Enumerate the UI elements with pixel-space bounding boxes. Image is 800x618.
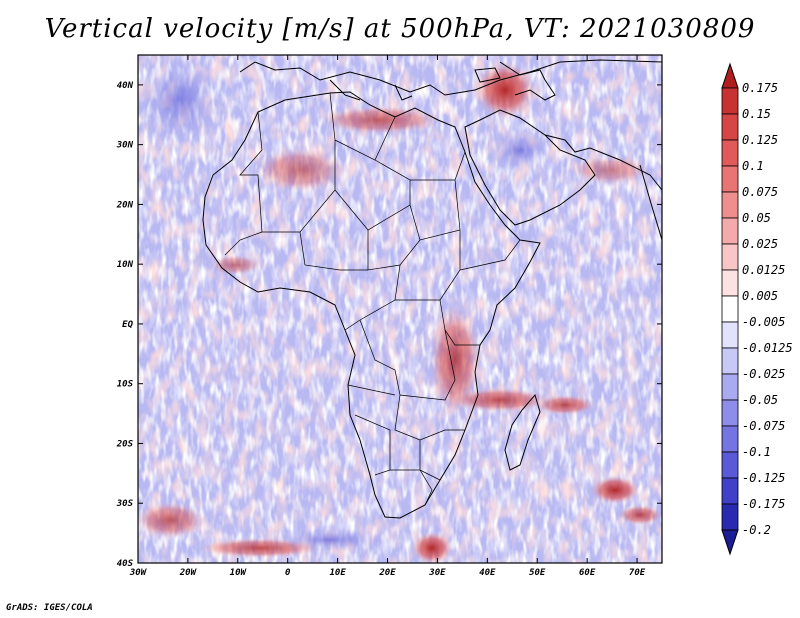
lon-tick-label: 0: [285, 568, 291, 578]
lat-tick-label: 10S: [117, 380, 134, 390]
colorbar-swatch: [722, 218, 738, 244]
colorbar-label: -0.1: [742, 445, 771, 459]
colorbar-swatch: [722, 400, 738, 426]
colorbar-swatch: [722, 114, 738, 140]
colorbar-label: 0.075: [742, 185, 778, 199]
colorbar-swatch: [722, 296, 738, 322]
lon-tick-label: 20E: [378, 568, 396, 578]
colorbar-swatch: [722, 140, 738, 166]
colorbar-label: -0.2: [742, 523, 771, 537]
colorbar-label: 0.0125: [742, 263, 785, 277]
colorbar-label: 0.025: [742, 237, 778, 251]
lon-tick-label: 50E: [529, 568, 546, 578]
lat-tick-label: 20N: [116, 200, 134, 210]
colorbar-label: 0.175: [742, 81, 778, 95]
colorbar-label: 0.005: [742, 289, 778, 303]
lon-tick-label: 20W: [179, 568, 198, 578]
lat-tick-label: 30N: [116, 141, 134, 151]
colorbar-swatch: [722, 244, 738, 270]
colorbar-label: -0.005: [742, 315, 785, 329]
colorbar-label: 0.05: [742, 211, 771, 225]
colorbar-label: 0.1: [742, 159, 764, 173]
lat-tick-label: EQ: [122, 320, 133, 330]
colorbar-swatch: [722, 166, 738, 192]
colorbar: 0.175 0.15 0.125 0.1 0.075 0.05 0.025 0.0125 0.0…: [722, 64, 793, 554]
lon-tick-label: 30W: [129, 568, 148, 578]
colorbar-swatch: [722, 192, 738, 218]
velocity-field: [135, 55, 662, 564]
lon-tick-label: 40E: [479, 568, 496, 578]
colorbar-label: -0.125: [742, 471, 785, 485]
lon-tick-label: 10W: [230, 568, 248, 578]
colorbar-top-arrow: [722, 64, 738, 88]
colorbar-label: -0.175: [742, 497, 785, 511]
colorbar-swatch: [722, 452, 738, 478]
colorbar-swatch: [722, 322, 738, 348]
lon-tick-label: 10E: [329, 568, 346, 578]
colorbar-label: -0.025: [742, 367, 785, 381]
colorbar-label: 0.15: [742, 107, 771, 121]
colorbar-swatch: [722, 478, 738, 504]
colorbar-swatch: [722, 426, 738, 452]
lat-tick-label: 40N: [117, 81, 134, 91]
colorbar-swatch: [722, 348, 738, 374]
lat-tick-label: 20S: [116, 439, 134, 449]
lon-tick-label: 30E: [428, 568, 446, 578]
colorbar-swatch: [722, 270, 738, 296]
lat-tick-label: 10N: [117, 260, 134, 270]
colorbar-label: -0.0125: [742, 341, 793, 355]
lon-tick-label: 70E: [629, 568, 646, 578]
colorbar-label: -0.05: [742, 393, 778, 407]
lat-tick-label: 30S: [116, 499, 134, 509]
colorbar-swatch: [722, 504, 738, 530]
colorbar-bottom-arrow: [722, 530, 738, 554]
lon-tick-label: 60E: [579, 568, 596, 578]
colorbar-swatch: [722, 374, 738, 400]
colorbar-label: 0.125: [742, 133, 778, 147]
grads-credit: GrADS: IGES/COLA: [6, 603, 93, 613]
colorbar-label: -0.075: [742, 419, 785, 433]
colorbar-swatch: [722, 88, 738, 114]
